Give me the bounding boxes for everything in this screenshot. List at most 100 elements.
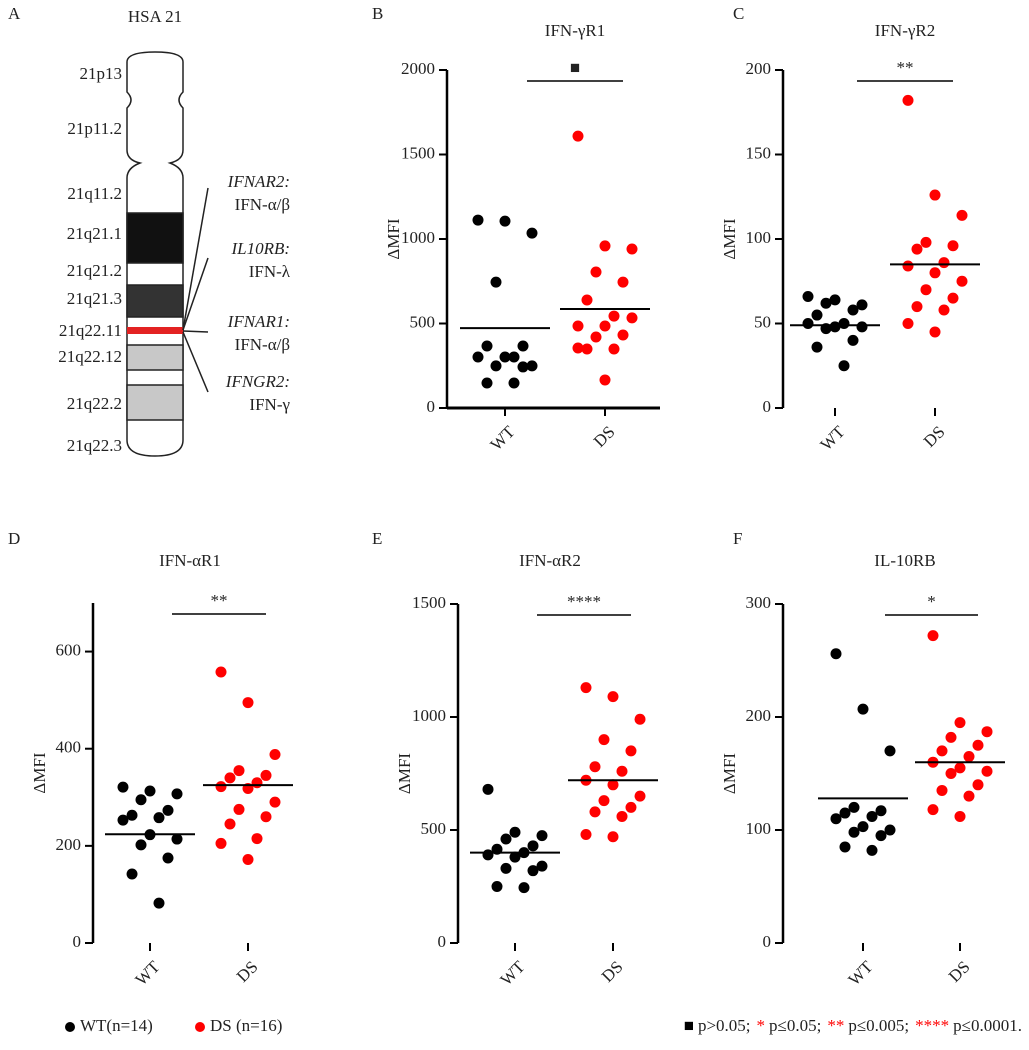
data-point [936, 784, 948, 796]
data-point [599, 240, 611, 252]
data-point [117, 814, 129, 826]
data-point [866, 810, 878, 822]
data-point [608, 343, 620, 355]
data-point [875, 805, 887, 817]
data-point [856, 299, 868, 311]
data-point [598, 795, 610, 807]
data-point [634, 713, 646, 725]
data-point [911, 301, 923, 313]
data-point [581, 294, 593, 306]
y-axis-label: ΔMFI [720, 218, 739, 260]
y-tick-label: 0 [763, 932, 772, 951]
data-point [802, 318, 814, 329]
legend-label: WT(n=14) [80, 1016, 153, 1035]
data-point [269, 749, 281, 761]
data-point [526, 227, 538, 239]
y-tick-label: 100 [746, 228, 772, 247]
x-tick-label: WT [816, 422, 849, 455]
gene-ligand: IFN-γ [249, 395, 290, 414]
y-axis-label: ΔMFI [384, 218, 403, 260]
y-tick-label: 200 [746, 706, 772, 725]
legend-label: DS (n=16) [210, 1016, 282, 1035]
x-tick-label: DS [945, 957, 974, 986]
data-point [929, 267, 941, 279]
data-point [572, 342, 584, 354]
significance-label: ** [211, 591, 228, 610]
footnote-text: p≤0.0001. [953, 1016, 1022, 1035]
data-point [260, 769, 272, 781]
data-point [956, 275, 968, 287]
data-point [589, 761, 601, 773]
data-point [811, 309, 823, 321]
data-point [251, 777, 263, 789]
data-point [572, 320, 584, 332]
data-point [251, 833, 263, 845]
data-point [472, 351, 484, 363]
data-point [481, 340, 493, 352]
data-point [472, 214, 484, 226]
data-point [945, 731, 957, 743]
x-tick-label: WT [844, 957, 877, 990]
band-label: 21q21.1 [67, 224, 122, 243]
y-tick-label: 500 [421, 819, 447, 838]
data-point [482, 849, 494, 861]
data-point [936, 745, 948, 757]
data-point [954, 762, 966, 774]
data-point [242, 853, 254, 865]
data-point [884, 745, 896, 757]
data-point [233, 765, 245, 777]
y-tick-label: 0 [438, 932, 447, 951]
data-point [269, 796, 281, 808]
x-tick-label: DS [920, 422, 949, 451]
panel-letter: C [733, 4, 744, 23]
data-point [117, 781, 129, 793]
footnote-symbol: **** [915, 1016, 949, 1035]
data-point [920, 284, 932, 296]
data-point [491, 881, 503, 892]
data-point [153, 812, 165, 824]
chart-title: IL-10RB [874, 551, 935, 570]
data-point [508, 351, 520, 363]
data-point [947, 240, 959, 252]
data-point [956, 209, 968, 221]
data-point [517, 340, 529, 352]
data-point [162, 804, 174, 816]
data-point [482, 783, 494, 795]
data-point [481, 377, 493, 389]
data-point [820, 297, 832, 309]
y-tick-label: 150 [746, 143, 772, 162]
y-tick-label: 0 [73, 932, 82, 951]
band-label: 21q21.2 [67, 261, 122, 280]
y-axis-label: ΔMFI [395, 753, 414, 795]
panel-letter: F [733, 529, 742, 548]
data-point [929, 189, 941, 201]
data-point [616, 765, 628, 777]
data-point [599, 320, 611, 332]
significance-label: **** [567, 592, 601, 611]
band-label: 21q11.2 [67, 184, 122, 203]
data-point [848, 801, 860, 813]
data-point [945, 768, 957, 779]
data-point [224, 818, 236, 830]
gene-name: IFNAR1: [227, 312, 290, 331]
x-tick-label: WT [496, 957, 529, 990]
panel-title: HSA 21 [128, 7, 182, 26]
y-tick-label: 0 [427, 397, 436, 416]
data-point [626, 312, 638, 324]
data-point [608, 310, 620, 322]
data-point [144, 785, 156, 797]
band-label: 21q22.2 [67, 394, 122, 413]
panel-letter: D [8, 529, 20, 548]
data-point [490, 276, 502, 288]
data-point [215, 666, 227, 678]
data-point [947, 292, 959, 304]
data-point [902, 318, 914, 329]
y-tick-label: 200 [746, 59, 772, 78]
data-point [536, 860, 548, 872]
data-point [242, 697, 254, 709]
x-tick-label: DS [590, 422, 619, 451]
data-point [838, 318, 850, 329]
chart-title: IFN-αR1 [159, 551, 221, 570]
data-point [927, 630, 939, 642]
significance-label: ** [897, 58, 914, 77]
